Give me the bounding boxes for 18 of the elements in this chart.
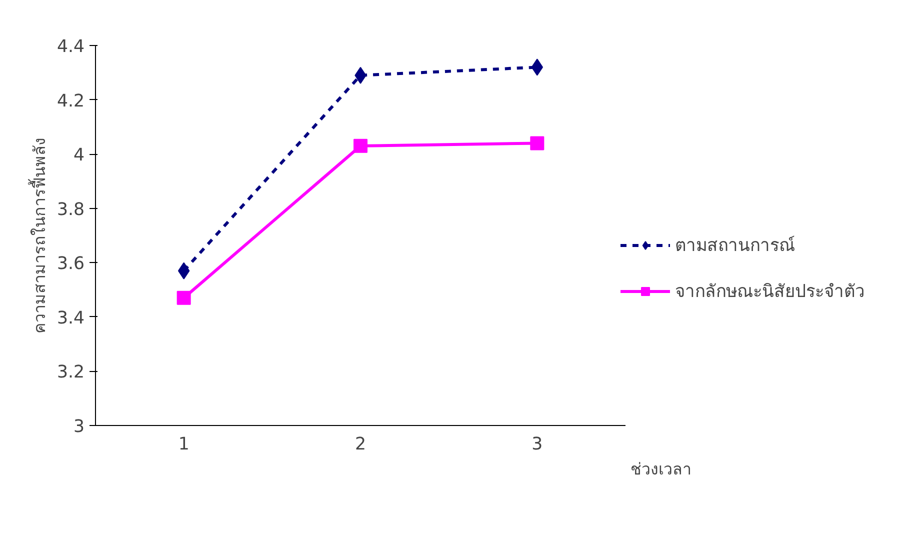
y-tick-label: 4.2 [56, 91, 85, 112]
legend-label: จากลักษณะนิสัยประจำตัว [675, 281, 865, 304]
x-axis-title: ช่วงเวลา [630, 460, 692, 478]
x-tick-label: 1 [178, 434, 190, 454]
x-tick-label: 2 [354, 434, 366, 454]
point [354, 138, 368, 153]
x-tick-label: 3 [532, 434, 543, 454]
y-tick-label: 4.4 [56, 37, 85, 57]
point [176, 290, 191, 305]
y-tick-label: 3 [73, 417, 85, 437]
point [530, 136, 544, 150]
legend-label: ตามสถานการณ์ [675, 234, 795, 258]
y-axis-title: ความสามารถในการฟื้นพลัง [28, 138, 49, 334]
y-tick-label: 3.4 [56, 308, 85, 328]
y-tick-label: 3.2 [56, 362, 85, 383]
y-tick-label: 3.6 [56, 254, 85, 274]
y-tick-label: 3.8 [56, 200, 85, 220]
y-tick-label: 4 [73, 146, 85, 166]
